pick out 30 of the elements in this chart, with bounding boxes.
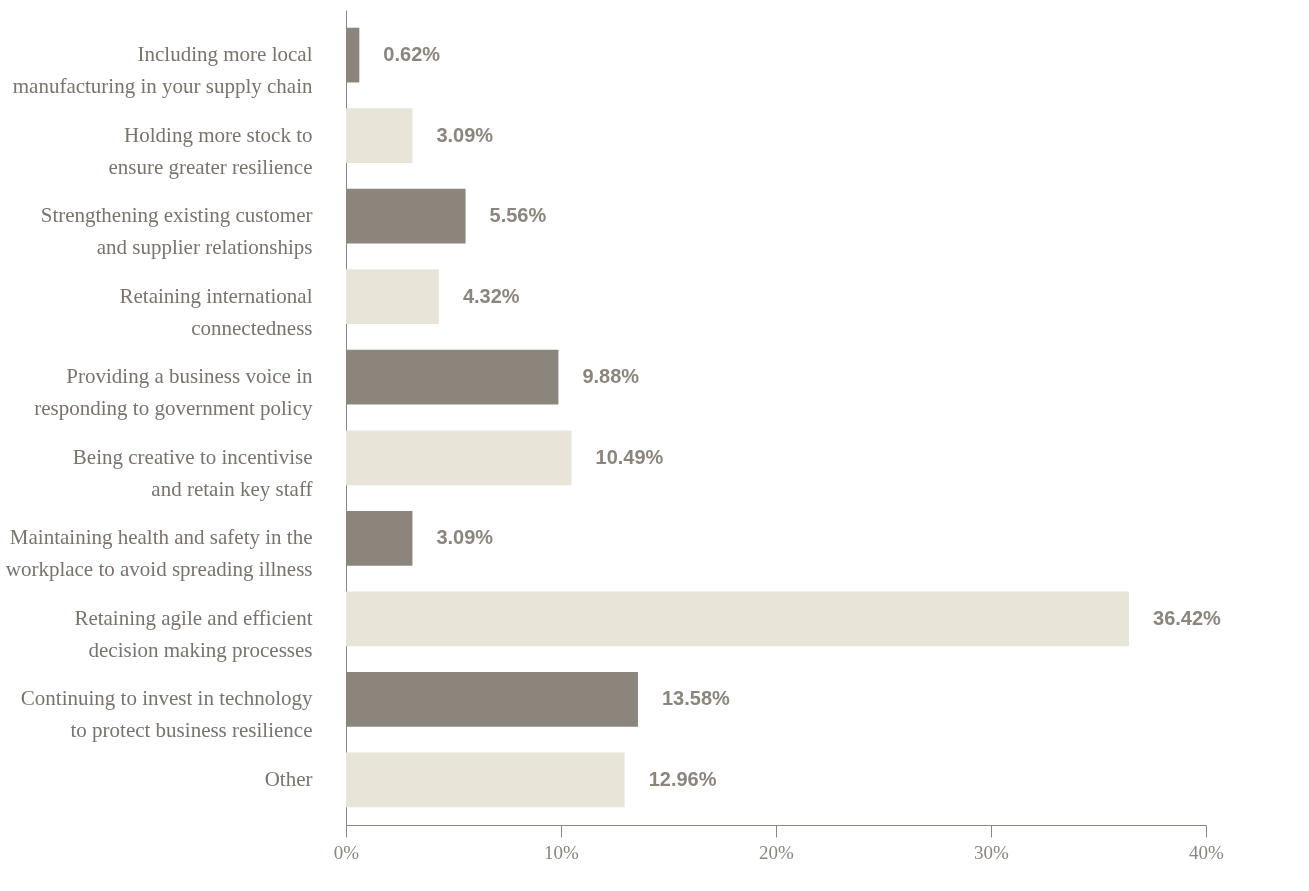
data-label: 10.49% (595, 445, 664, 468)
y-tick-label: Including more local manufacturing in your supply chain (12, 42, 313, 99)
data-label: 12.96% (648, 767, 717, 790)
data-label: 0.62% (383, 43, 441, 66)
y-tick-label: Maintaining health and safety in the workplace to avoid spreading illness (5, 525, 313, 582)
y-tick-label: Holding more stock to ensure greater resilience (108, 122, 313, 179)
x-tick-label: 20% (759, 841, 795, 863)
bar (346, 591, 1130, 647)
bar (346, 269, 439, 325)
y-tick-label: Strengthening existing customer and supplier relationships (40, 203, 313, 260)
data-label: 5.56% (489, 204, 547, 227)
x-tick-label: 40% (1189, 841, 1225, 863)
y-tick-label: Being creative to incentivise and retain key staff (72, 444, 313, 501)
data-label: 36.42% (1153, 606, 1222, 629)
x-tick-label: 10% (544, 841, 580, 863)
data-label: 13.58% (661, 687, 731, 710)
y-tick-label: Retaining international connectedness (119, 283, 313, 340)
data-label: 3.09% (436, 526, 494, 549)
bar (346, 108, 413, 164)
data-label: 9.88% (582, 365, 640, 388)
y-tick-label: Retaining agile and efficient decision making processes (74, 605, 313, 662)
y-tick-label: Other (264, 766, 313, 791)
y-tick-label: Providing a business voice in responding to government policy (34, 364, 313, 421)
bar (346, 752, 625, 808)
data-label: 3.09% (436, 123, 494, 146)
y-tick-label: Continuing to invest in technology to protect business resilience (20, 686, 313, 743)
data-label: 4.32% (462, 284, 520, 307)
x-tick-label: 0% (333, 841, 360, 863)
bar (346, 430, 572, 486)
x-tick-label: 30% (974, 841, 1010, 863)
